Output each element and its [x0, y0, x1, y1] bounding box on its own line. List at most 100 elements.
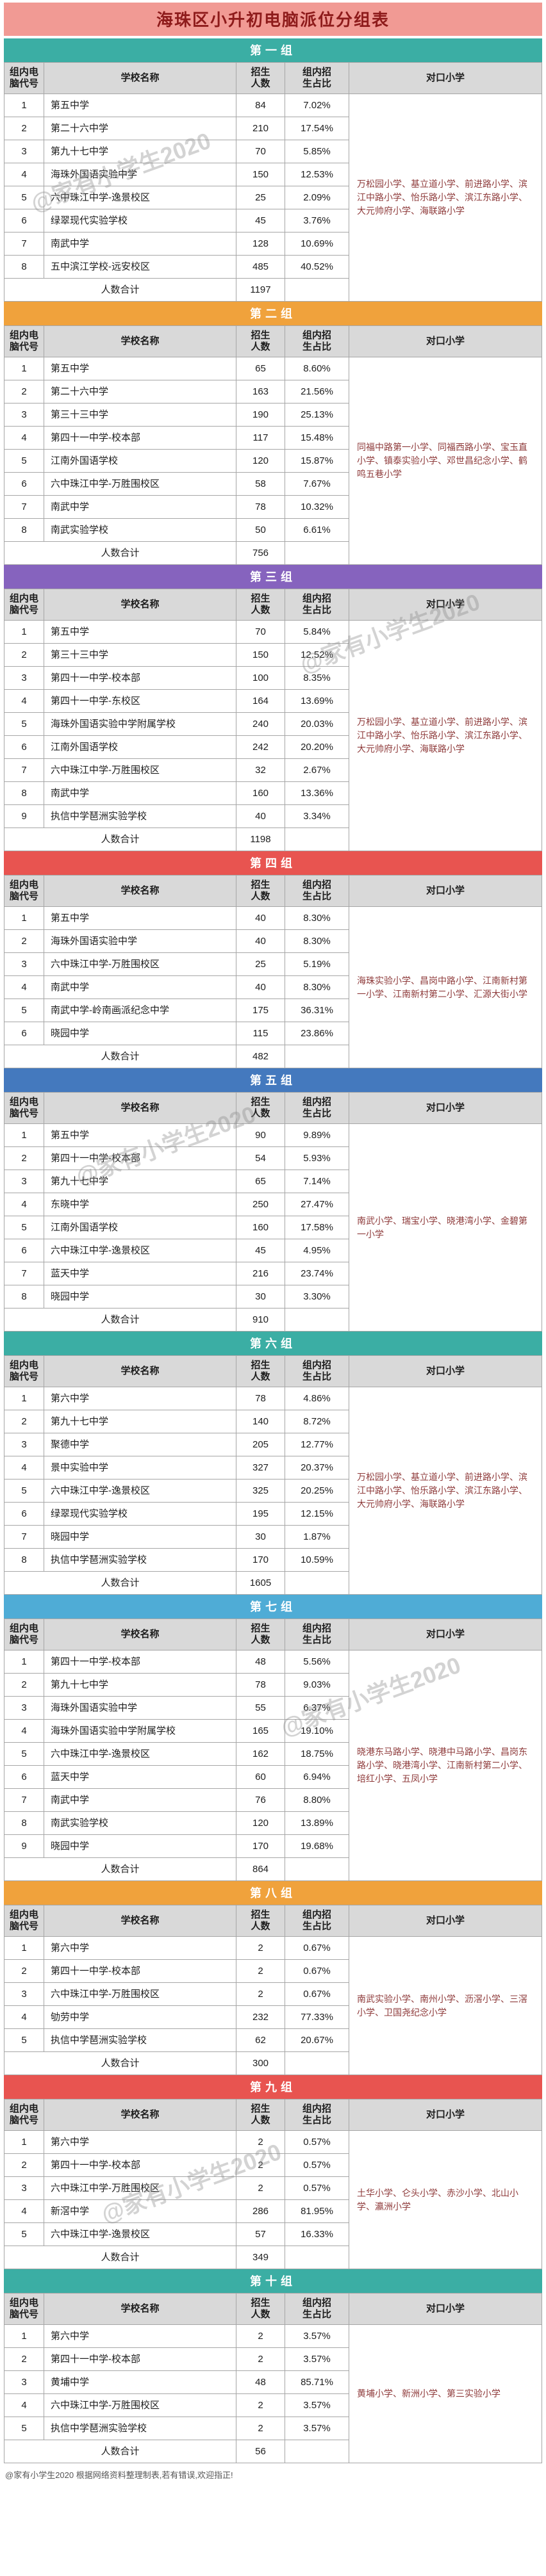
cell-ratio: 77.33%: [285, 2005, 349, 2029]
cell-count: 78: [236, 1673, 285, 1697]
table-row: 5 六中珠江中学-逸景校区 325 20.25%: [4, 1479, 542, 1503]
table-row: 7 南武中学 128 10.69%: [4, 232, 542, 256]
column-header: 组内电脑代号: [4, 62, 44, 94]
cell-code: 3: [4, 2176, 44, 2200]
cell-code: 4: [4, 2199, 44, 2223]
column-header: 招生人数: [236, 62, 285, 94]
column-header: 学校名称: [44, 1355, 236, 1387]
cell-school: 第三十三中学: [44, 643, 236, 667]
cell-ratio: 23.74%: [285, 1262, 349, 1285]
cell-school: 江南外国语学校: [44, 735, 236, 759]
table-row: 1 第五中学 90 9.89% 南武小学、瑞宝小学、晓港湾小学、金碧第一小学: [4, 1123, 542, 1332]
cell-count: 60: [236, 1765, 285, 1789]
cell-code: 5: [4, 1742, 44, 1766]
cell-school: 江南外国语学校: [44, 1216, 236, 1239]
cell-code: 6: [4, 209, 44, 232]
table-row: 4 景中实验中学 327 20.37%: [4, 1456, 542, 1480]
cell-count: 48: [236, 2370, 285, 2394]
cell-code: 6: [4, 1765, 44, 1789]
cell-ratio: 3.76%: [285, 209, 349, 232]
cell-count: 160: [236, 1216, 285, 1239]
cell-code: 7: [4, 1525, 44, 1549]
cell-code: 1: [4, 94, 44, 117]
column-header: 组内招生占比: [285, 1618, 349, 1651]
column-header: 组内电脑代号: [4, 2293, 44, 2325]
cell-code: 3: [4, 1982, 44, 2006]
table-row: 3 海珠外国语实验中学 55 6.37%: [4, 1696, 542, 1720]
cell-count: 65: [236, 1170, 285, 1193]
cell-school: 第五中学: [44, 357, 236, 380]
total-row: 人数合计 910: [4, 1308, 542, 1332]
group-section-8: 第八组 组内电脑代号 学校名称 招生人数 组内招生占比 对口小学 1 第六中学 2 0.67% 南武…: [4, 1881, 542, 2075]
table-row: 8 南武实验学校 120 13.89%: [4, 1811, 542, 1835]
table-row: 1 第四十一中学-校本部 48 5.56% 晓港东马路小学、晓港中马路小学、昌岗东路小学…: [4, 1650, 542, 1881]
cell-school: 第五中学: [44, 906, 236, 930]
cell-code: 4: [4, 163, 44, 186]
table-row: 3 黄埔中学 48 85.71%: [4, 2370, 542, 2394]
cell-code: 3: [4, 1170, 44, 1193]
group-table: 组内电脑代号 学校名称 招生人数 组内招生占比 对口小学 1 第四十一中学-校本部 48 5.5…: [4, 1618, 542, 1881]
table-row: 5 执信中学琶洲实验学校 2 3.57%: [4, 2417, 542, 2440]
total-value: 482: [236, 1045, 285, 1068]
group-table: 组内电脑代号 学校名称 招生人数 组内招生占比 对口小学 1 第六中学 2 0.67% 南武实验小…: [4, 1905, 542, 2075]
cell-ratio: 0.57%: [285, 2153, 349, 2177]
column-header: 组内电脑代号: [4, 1905, 44, 1937]
cell-count: 62: [236, 2028, 285, 2052]
column-header: 组内招生占比: [285, 1092, 349, 1124]
table-row: 2 第四十一中学-校本部 2 0.57%: [4, 2153, 542, 2177]
cell-ratio: 19.68%: [285, 1834, 349, 1858]
cell-ratio: 13.36%: [285, 781, 349, 805]
page-title: 海珠区小升初电脑派位分组表: [4, 3, 542, 36]
cell-primary-schools: 同福中路第一小学、同福西路小学、宝玉直小学、镇泰实验小学、邓世昌纪念小学、鹤鸣五…: [349, 357, 542, 565]
cell-ratio: 6.94%: [285, 1765, 349, 1789]
cell-school: 劬劳中学: [44, 2005, 236, 2029]
table-row: 8 执信中学琶洲实验学校 170 10.59%: [4, 1548, 542, 1572]
cell-school: 六中珠江中学-逸景校区: [44, 1742, 236, 1766]
column-header: 对口小学: [349, 1905, 542, 1937]
cell-code: 7: [4, 1262, 44, 1285]
group-band: 第四组: [4, 851, 542, 875]
cell-code: 1: [4, 1387, 44, 1410]
table-row: 1 第六中学 2 3.57% 黄埔小学、新洲小学、第三实验小学: [4, 2324, 542, 2463]
table-row: 2 第四十一中学-校本部 2 3.57%: [4, 2347, 542, 2371]
header-row: 组内电脑代号 学校名称 招生人数 组内招生占比 对口小学: [4, 62, 542, 94]
cell-school: 执信中学琶洲实验学校: [44, 2028, 236, 2052]
cell-school: 执信中学琶洲实验学校: [44, 804, 236, 828]
cell-ratio: 8.30%: [285, 929, 349, 953]
cell-code: 4: [4, 2005, 44, 2029]
cell-code: 3: [4, 2370, 44, 2394]
cell-count: 40: [236, 804, 285, 828]
cell-count: 32: [236, 758, 285, 782]
column-header: 组内招生占比: [285, 325, 349, 357]
table-row: 6 蓝天中学 60 6.94%: [4, 1765, 542, 1789]
cell-code: 5: [4, 186, 44, 209]
cell-code: 2: [4, 2347, 44, 2371]
cell-code: 7: [4, 495, 44, 519]
table-row: 1 第五中学 65 8.60% 同福中路第一小学、同福西路小学、宝玉直小学、镇泰实验小学…: [4, 357, 542, 565]
cell-ratio: 18.75%: [285, 1742, 349, 1766]
table-row: 8 晓园中学 30 3.30%: [4, 1285, 542, 1308]
cell-ratio-empty: [285, 541, 349, 565]
cell-school: 第六中学: [44, 2324, 236, 2348]
cell-ratio-empty: [285, 278, 349, 302]
cell-school: 执信中学琶洲实验学校: [44, 2417, 236, 2440]
cell-school: 五中滨江学校-远安校区: [44, 255, 236, 279]
cell-count: 175: [236, 999, 285, 1022]
cell-count: 2: [236, 1936, 285, 1960]
column-header: 组内招生占比: [285, 62, 349, 94]
cell-code: 5: [4, 2417, 44, 2440]
cell-code: 4: [4, 1193, 44, 1216]
column-header: 学校名称: [44, 875, 236, 907]
table-row: 4 南武中学 40 8.30%: [4, 975, 542, 999]
cell-ratio-empty: [285, 1045, 349, 1068]
column-header: 学校名称: [44, 1905, 236, 1937]
cell-count: 117: [236, 426, 285, 450]
cell-count: 115: [236, 1022, 285, 1045]
cell-count: 160: [236, 781, 285, 805]
cell-count: 163: [236, 380, 285, 404]
cell-count: 120: [236, 449, 285, 473]
table-row: 6 江南外国语学校 242 20.20%: [4, 735, 542, 759]
cell-ratio: 0.67%: [285, 1936, 349, 1960]
column-header: 学校名称: [44, 325, 236, 357]
table-row: 5 江南外国语学校 120 15.87%: [4, 449, 542, 473]
